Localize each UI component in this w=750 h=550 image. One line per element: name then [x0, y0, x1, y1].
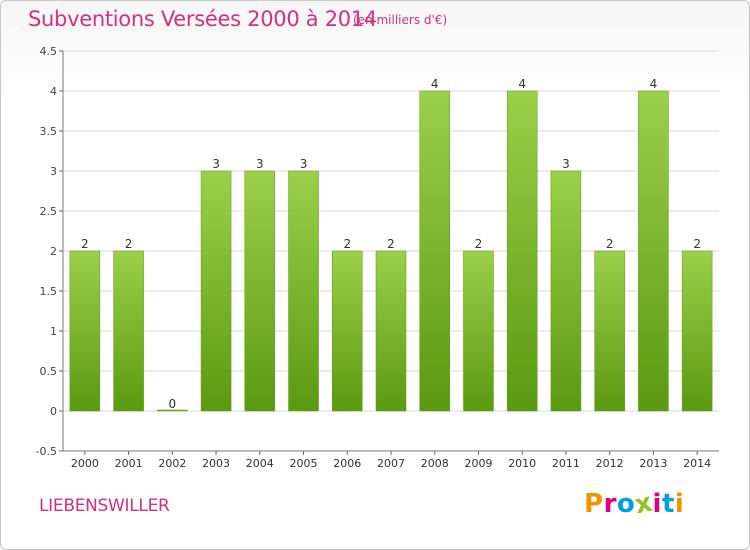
x-tick-label-2011: 2011 — [552, 457, 580, 470]
y-tick-label: 2.5 — [40, 205, 58, 218]
y-tick-label: 0 — [50, 405, 57, 418]
commune-name: LIEBENSWILLER — [39, 496, 170, 516]
x-tick-label-2000: 2000 — [71, 457, 99, 470]
bars — [69, 90, 713, 412]
data-label-2008: 4 — [431, 77, 439, 91]
logo-letter: r — [603, 489, 617, 519]
data-label-2000: 2 — [81, 237, 89, 251]
x-tick-label-2003: 2003 — [202, 457, 230, 470]
data-label-2012: 2 — [606, 237, 614, 251]
data-label-2003: 3 — [212, 157, 220, 171]
bar-2014 — [681, 250, 713, 412]
bar-2002 — [157, 409, 188, 412]
y-tick-labels: -0.5 0 0.5 1 1.5 2 2.5 3 3.5 4 4.5 — [36, 45, 57, 458]
bar-2010 — [506, 90, 538, 412]
x-tick-label-2014: 2014 — [683, 457, 711, 470]
x-tick-label-2012: 2012 — [596, 457, 624, 470]
data-label-2014: 2 — [693, 237, 701, 251]
data-label-2004: 3 — [256, 157, 264, 171]
proxiti-logo: Proxiti — [584, 488, 685, 521]
x-tick-label-2007: 2007 — [377, 457, 405, 470]
bar-2004 — [244, 170, 276, 412]
logo-letter: i — [674, 489, 685, 519]
y-tick-label: 1 — [50, 325, 57, 338]
y-tick-label: 3.5 — [40, 125, 58, 138]
data-label-2010: 4 — [518, 77, 526, 91]
bar-2013 — [638, 90, 669, 412]
x-tick-label-2013: 2013 — [639, 457, 667, 470]
x-tick-label-2005: 2005 — [290, 457, 318, 470]
x-tick-label-2001: 2001 — [115, 457, 143, 470]
bar-2009 — [463, 250, 494, 412]
logo-letter: o — [616, 489, 636, 519]
axes — [59, 50, 719, 455]
data-label-2013: 4 — [650, 77, 658, 91]
data-labels: 2 2 0 3 3 3 2 2 4 2 4 3 2 4 2 — [81, 77, 701, 411]
x-tick-label-2002: 2002 — [158, 457, 186, 470]
y-tick-label: 1.5 — [40, 285, 58, 298]
x-tick-label-2006: 2006 — [333, 457, 361, 470]
logo-letter: t — [661, 489, 675, 519]
bar-2006 — [332, 250, 363, 412]
data-label-2007: 2 — [387, 237, 395, 251]
y-tick-label: 2 — [50, 245, 57, 258]
bar-2001 — [113, 250, 144, 412]
x-tick-label-2008: 2008 — [421, 457, 449, 470]
bar-2012 — [594, 250, 625, 412]
bar-2008 — [419, 90, 450, 412]
data-label-2001: 2 — [125, 237, 133, 251]
logo-letter: P — [584, 489, 604, 519]
bar-2005 — [288, 170, 319, 412]
x-tick-labels: 2000 2001 2002 2003 2004 2005 2006 2007 2008 2009… — [71, 457, 711, 470]
x-tick-label-2010: 2010 — [508, 457, 536, 470]
y-tick-label: 4 — [50, 85, 57, 98]
y-tick-label: 0.5 — [40, 365, 58, 378]
data-label-2011: 3 — [562, 157, 570, 171]
y-tick-label: 4.5 — [40, 45, 58, 58]
bar-2000 — [69, 250, 101, 412]
data-label-2002: 0 — [169, 397, 177, 411]
chart-title: Subventions Versées 2000 à 2014 — [28, 7, 377, 31]
y-tick-label: 3 — [50, 165, 57, 178]
data-label-2005: 3 — [300, 157, 308, 171]
data-label-2006: 2 — [343, 237, 351, 251]
bar-2007 — [375, 250, 407, 412]
y-tick-label: -0.5 — [36, 445, 57, 458]
data-label-2009: 2 — [475, 237, 483, 251]
bar-2003 — [200, 170, 232, 412]
chart-unit: (en milliers d'€) — [353, 13, 448, 27]
x-tick-label-2009: 2009 — [464, 457, 492, 470]
x-tick-label-2004: 2004 — [246, 457, 274, 470]
logo-letter: i — [652, 489, 662, 519]
bar-2011 — [550, 170, 582, 412]
